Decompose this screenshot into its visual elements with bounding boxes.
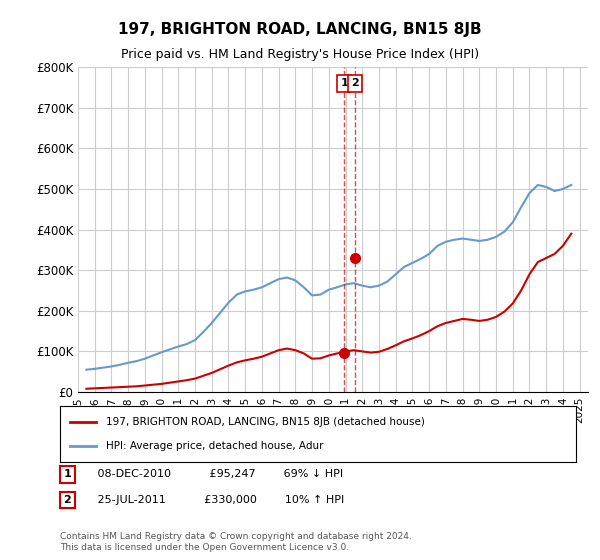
Text: Contains HM Land Registry data © Crown copyright and database right 2024.
This d: Contains HM Land Registry data © Crown c… [60, 532, 412, 552]
Text: HPI: Average price, detached house, Adur: HPI: Average price, detached house, Adur [106, 441, 324, 451]
Text: 1: 1 [340, 78, 348, 88]
Text: 1: 1 [64, 469, 71, 479]
Text: 08-DEC-2010           £95,247        69% ↓ HPI: 08-DEC-2010 £95,247 69% ↓ HPI [87, 469, 343, 479]
Text: 197, BRIGHTON ROAD, LANCING, BN15 8JB: 197, BRIGHTON ROAD, LANCING, BN15 8JB [118, 22, 482, 38]
Text: Price paid vs. HM Land Registry's House Price Index (HPI): Price paid vs. HM Land Registry's House … [121, 48, 479, 60]
Text: 197, BRIGHTON ROAD, LANCING, BN15 8JB (detached house): 197, BRIGHTON ROAD, LANCING, BN15 8JB (d… [106, 417, 425, 427]
Text: 2: 2 [351, 78, 359, 88]
Text: 2: 2 [64, 495, 71, 505]
Text: 25-JUL-2011           £330,000        10% ↑ HPI: 25-JUL-2011 £330,000 10% ↑ HPI [87, 495, 344, 505]
